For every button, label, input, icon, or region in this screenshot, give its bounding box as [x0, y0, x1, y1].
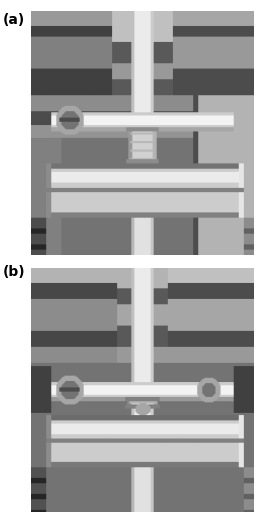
Text: (b): (b) [3, 265, 25, 279]
Text: (a): (a) [3, 13, 25, 27]
